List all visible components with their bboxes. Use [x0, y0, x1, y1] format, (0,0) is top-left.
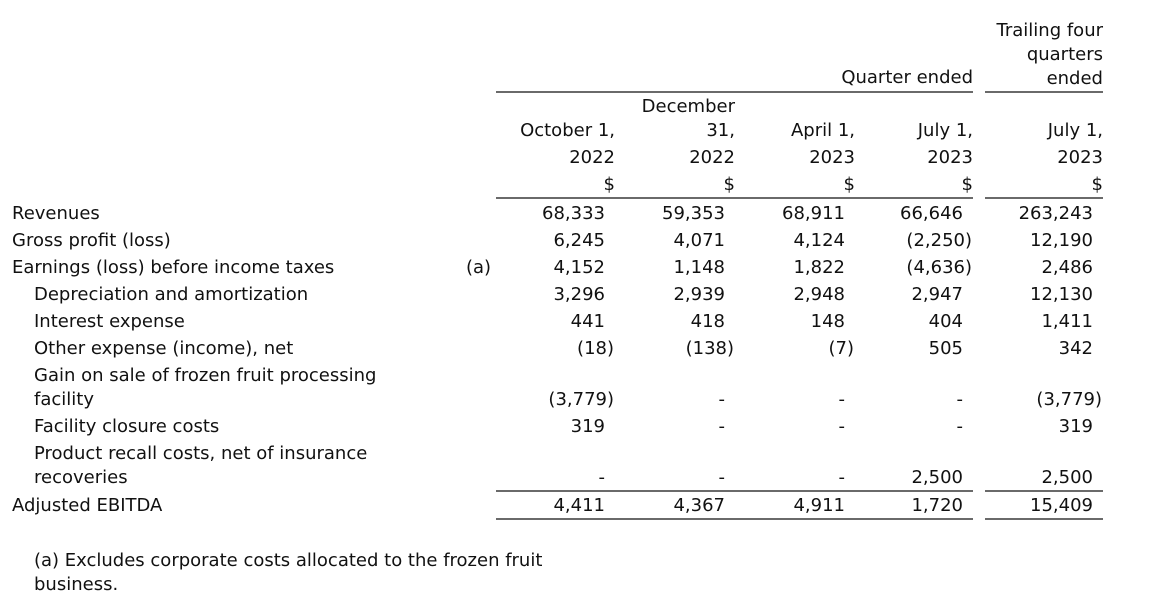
column-header: October 1,: [520, 120, 615, 141]
cell-value: 441: [571, 311, 605, 332]
column-header: 2023: [809, 147, 855, 168]
row-label: Gain on sale of frozen fruit processing: [34, 365, 376, 386]
cell-value: 4,411: [553, 495, 605, 516]
cell-value: (138): [686, 338, 734, 359]
cell-value: (3,779): [1036, 389, 1102, 410]
cell-value: 342: [1059, 338, 1093, 359]
cell-value: 1,148: [673, 257, 725, 278]
cell-value: 1,411: [1041, 311, 1093, 332]
cell-value: 319: [1059, 416, 1093, 437]
row-label: Facility closure costs: [34, 416, 219, 437]
cell-value: -: [957, 389, 964, 410]
cell-value: -: [839, 467, 846, 488]
cell-value: -: [839, 416, 846, 437]
cell-value: 2,939: [673, 284, 725, 305]
footnote: business.: [34, 574, 118, 595]
column-header: 2023: [927, 147, 973, 168]
trailing-header: Trailing four: [996, 20, 1104, 41]
row-label: Other expense (income), net: [34, 338, 293, 359]
cell-value: 1,822: [793, 257, 845, 278]
unit: $: [1092, 174, 1103, 195]
row-label: Product recall costs, net of insurance: [34, 443, 367, 464]
cell-value: 2,500: [911, 467, 963, 488]
cell-value: 4,911: [793, 495, 845, 516]
column-header: July 1,: [1047, 120, 1103, 141]
column-header: December: [642, 96, 736, 117]
row-label: recoveries: [34, 467, 128, 488]
cell-value: 2,947: [911, 284, 963, 305]
unit: $: [844, 174, 855, 195]
cell-value: 1,720: [911, 495, 963, 516]
unit: $: [604, 174, 615, 195]
cell-value: 263,243: [1019, 203, 1093, 224]
column-header: April 1,: [791, 120, 855, 141]
cell-value: (18): [577, 338, 614, 359]
column-header: 2022: [689, 147, 735, 168]
cell-value: 4,152: [553, 257, 605, 278]
group-header: Quarter ended: [841, 67, 973, 88]
cell-value: 4,124: [793, 230, 845, 251]
row-label: Gross profit (loss): [12, 230, 171, 251]
unit: $: [962, 174, 973, 195]
row-label: Revenues: [12, 203, 100, 224]
row-label: Depreciation and amortization: [34, 284, 308, 305]
trailing-header: ended: [1047, 68, 1103, 89]
cell-value: 59,353: [662, 203, 725, 224]
cell-value: 319: [571, 416, 605, 437]
row-label: Adjusted EBITDA: [12, 495, 163, 516]
cell-value: (4,636): [906, 257, 972, 278]
column-header: July 1,: [917, 120, 973, 141]
cell-value: 2,948: [793, 284, 845, 305]
cell-value: -: [719, 416, 726, 437]
unit: $: [724, 174, 735, 195]
cell-value: -: [719, 389, 726, 410]
cell-value: 68,911: [782, 203, 845, 224]
cell-value: 3,296: [553, 284, 605, 305]
column-header: 2022: [569, 147, 615, 168]
cell-value: 12,190: [1030, 230, 1093, 251]
cell-value: 505: [929, 338, 963, 359]
cell-value: 12,130: [1030, 284, 1093, 305]
cell-value: 66,646: [900, 203, 963, 224]
column-header: 31,: [706, 120, 735, 141]
column-header: 2023: [1057, 147, 1103, 168]
cell-value: 6,245: [553, 230, 605, 251]
cell-value: -: [957, 416, 964, 437]
row-label: Earnings (loss) before income taxes: [12, 257, 334, 278]
row-label: Interest expense: [34, 311, 185, 332]
row-label: facility: [34, 389, 94, 410]
cell-value: 2,486: [1041, 257, 1093, 278]
cell-value: 4,071: [673, 230, 725, 251]
cell-value: 148: [811, 311, 845, 332]
cell-value: 15,409: [1030, 495, 1093, 516]
cell-value: (7): [829, 338, 855, 359]
footnote: (a) Excludes corporate costs allocated t…: [34, 550, 542, 571]
cell-value: -: [599, 467, 606, 488]
cell-value: 68,333: [542, 203, 605, 224]
trailing-header: quarters: [1027, 44, 1103, 65]
cell-value: 2,500: [1041, 467, 1093, 488]
cell-value: (3,779): [548, 389, 614, 410]
cell-value: 418: [691, 311, 725, 332]
cell-value: -: [839, 389, 846, 410]
cell-value: 404: [929, 311, 963, 332]
cell-value: -: [719, 467, 726, 488]
cell-value: 4,367: [673, 495, 725, 516]
note-ref: (a): [466, 257, 491, 278]
cell-value: (2,250): [906, 230, 972, 251]
